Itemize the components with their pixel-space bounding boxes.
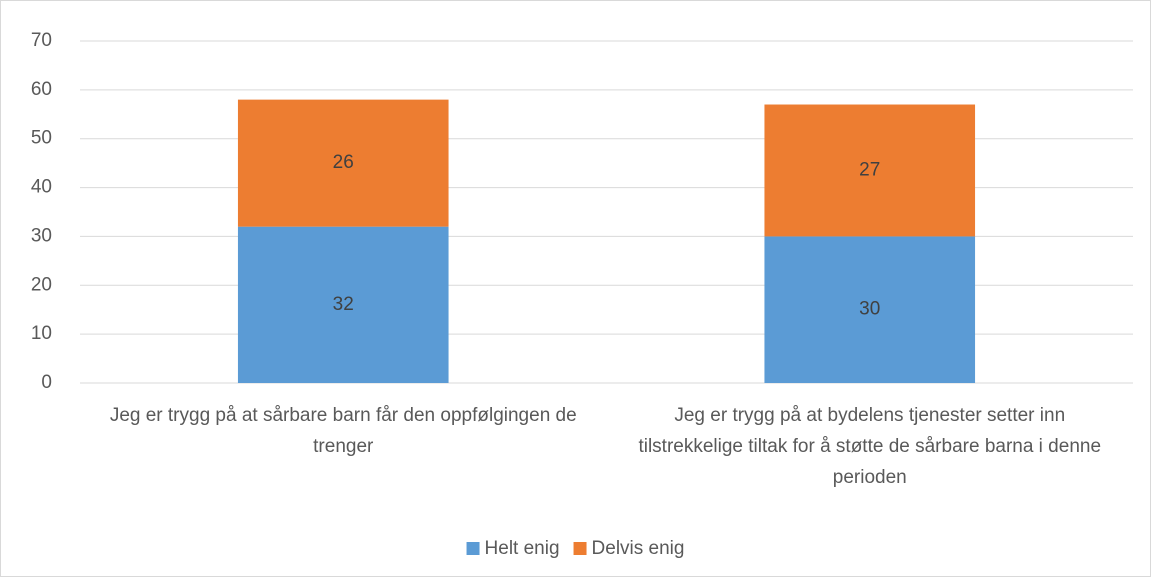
y-tick-label: 70 [31, 30, 52, 51]
legend-swatch [466, 542, 480, 555]
legend-label: Delvis enig [592, 538, 685, 559]
bar-segment [237, 99, 449, 227]
data-label: 32 [333, 294, 354, 315]
data-label: 27 [859, 159, 880, 180]
legend-swatch [573, 542, 587, 555]
y-tick-label: 50 [31, 128, 52, 149]
y-tick-label: 60 [31, 79, 52, 100]
bar-segment [764, 236, 976, 383]
bar-segment [764, 104, 976, 237]
y-tick-label: 20 [31, 274, 52, 295]
x-tick-label: Jeg er trygg på at sårbare barn får den … [109, 405, 577, 457]
data-label: 30 [859, 299, 880, 320]
x-tick-label: Jeg er trygg på at bydelens tjenester se… [638, 405, 1102, 488]
bar-segment [237, 226, 449, 383]
y-tick-label: 10 [31, 323, 52, 344]
y-tick-label: 40 [31, 177, 52, 198]
y-tick-label: 30 [31, 225, 52, 246]
y-tick-label: 0 [41, 372, 52, 393]
data-label: 26 [333, 152, 354, 173]
legend-label: Helt enig [485, 538, 560, 559]
